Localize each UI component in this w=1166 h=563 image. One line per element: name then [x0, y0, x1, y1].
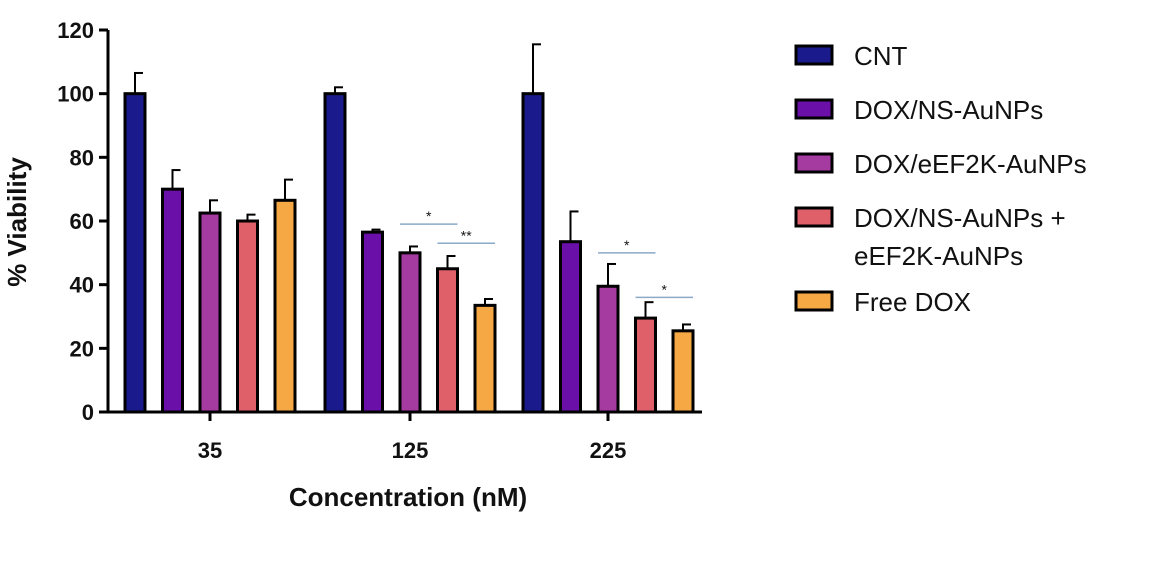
- bar: [634, 316, 657, 414]
- bar: [671, 329, 695, 414]
- legend-label-line: DOX/NS-AuNPs: [854, 95, 1043, 125]
- bar: [323, 92, 347, 414]
- significance-label: *: [624, 237, 630, 253]
- legend-label-line: DOX/eEF2K-AuNPs: [854, 149, 1087, 179]
- x-tick-label: 225: [590, 438, 627, 463]
- x-tick-label: 125: [392, 438, 429, 463]
- bar: [436, 267, 459, 414]
- legend-label: DOX/NS-AuNPs + eEF2K-AuNPs: [854, 203, 1066, 271]
- legend-label-line: Free DOX: [854, 287, 971, 317]
- legend-swatch: [794, 290, 834, 312]
- y-tick-label: 20: [70, 336, 94, 361]
- legend-label-line: eEF2K-AuNPs: [854, 241, 1023, 271]
- significance-label: *: [662, 281, 668, 297]
- bar: [473, 303, 497, 414]
- legend-swatch: [794, 206, 834, 228]
- y-tick-label: 80: [70, 145, 94, 170]
- y-axis-title: % Viability: [2, 157, 32, 287]
- significance-label: *: [426, 208, 432, 224]
- y-tick-label: 40: [70, 273, 94, 298]
- bar: [236, 219, 259, 414]
- legend-label-line: DOX/NS-AuNPs +: [854, 203, 1066, 233]
- bar: [198, 211, 222, 414]
- y-tick-label: 60: [70, 209, 94, 234]
- bar: [361, 230, 384, 414]
- legend-label: CNT: [854, 41, 908, 71]
- bar: [596, 284, 620, 414]
- x-tick-label: 35: [198, 438, 222, 463]
- legend-swatch: [794, 98, 834, 120]
- significance-label: **: [461, 227, 472, 243]
- legend-swatch: [794, 152, 834, 174]
- bar: [559, 240, 582, 414]
- bar: [123, 92, 147, 414]
- legend-swatch: [794, 44, 834, 66]
- legend-label: DOX/NS-AuNPs: [854, 95, 1043, 125]
- legend-label: DOX/eEF2K-AuNPs: [854, 149, 1087, 179]
- bar: [521, 92, 545, 414]
- bar: [398, 251, 422, 414]
- bar: [273, 198, 297, 414]
- legend-label-line: CNT: [854, 41, 908, 71]
- y-tick-label: 100: [57, 82, 94, 107]
- x-axis-title: Concentration (nM): [289, 482, 527, 512]
- y-tick-label: 0: [82, 400, 94, 425]
- bar: [161, 187, 184, 414]
- legend-label: Free DOX: [854, 287, 971, 317]
- y-tick-label: 120: [57, 18, 94, 43]
